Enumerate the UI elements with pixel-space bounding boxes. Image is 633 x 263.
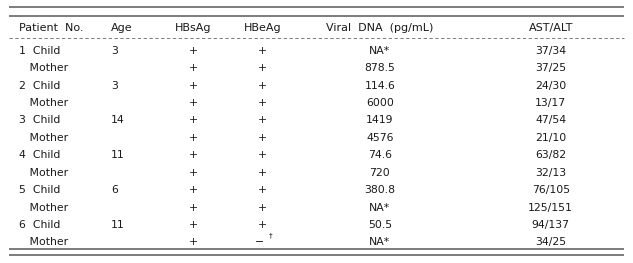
- Text: 3  Child: 3 Child: [19, 115, 60, 125]
- Text: Mother: Mother: [19, 237, 68, 247]
- Text: 11: 11: [111, 150, 125, 160]
- Text: +: +: [189, 220, 197, 230]
- Text: 37/34: 37/34: [535, 46, 567, 56]
- Text: +: +: [258, 168, 267, 178]
- Text: 63/82: 63/82: [535, 150, 567, 160]
- Text: +: +: [258, 46, 267, 56]
- Text: 878.5: 878.5: [365, 63, 395, 73]
- Text: 47/54: 47/54: [535, 115, 567, 125]
- Text: +: +: [258, 150, 267, 160]
- Text: 380.8: 380.8: [365, 185, 395, 195]
- Text: 1  Child: 1 Child: [19, 46, 60, 56]
- Text: +: +: [189, 150, 197, 160]
- Text: +: +: [189, 133, 197, 143]
- Text: 2  Child: 2 Child: [19, 81, 60, 91]
- Text: Viral  DNA  (pg/mL): Viral DNA (pg/mL): [326, 23, 434, 33]
- Text: 3: 3: [111, 81, 118, 91]
- Text: 32/13: 32/13: [535, 168, 567, 178]
- Text: Age: Age: [111, 23, 132, 33]
- Text: HBsAg: HBsAg: [175, 23, 211, 33]
- Text: Patient  No.: Patient No.: [19, 23, 84, 33]
- Text: 4  Child: 4 Child: [19, 150, 60, 160]
- Text: +: +: [189, 46, 197, 56]
- Text: +: +: [189, 237, 197, 247]
- Text: 6: 6: [111, 185, 118, 195]
- Text: +: +: [189, 63, 197, 73]
- Text: 50.5: 50.5: [368, 220, 392, 230]
- Text: +: +: [258, 203, 267, 213]
- Text: 3: 3: [111, 46, 118, 56]
- Text: HBeAg: HBeAg: [244, 23, 282, 33]
- Text: NA*: NA*: [369, 237, 391, 247]
- Text: +: +: [258, 63, 267, 73]
- Text: +: +: [189, 168, 197, 178]
- Text: +: +: [189, 203, 197, 213]
- Text: Mother: Mother: [19, 63, 68, 73]
- Text: Mother: Mother: [19, 168, 68, 178]
- Text: 1419: 1419: [366, 115, 394, 125]
- Text: +: +: [189, 185, 197, 195]
- Text: NA*: NA*: [369, 203, 391, 213]
- Text: +: +: [258, 115, 267, 125]
- Text: 13/17: 13/17: [535, 98, 567, 108]
- Text: 720: 720: [370, 168, 390, 178]
- Text: 125/151: 125/151: [529, 203, 573, 213]
- Text: AST/ALT: AST/ALT: [529, 23, 573, 33]
- Text: 37/25: 37/25: [535, 63, 567, 73]
- Text: +: +: [258, 81, 267, 91]
- Text: 14: 14: [111, 115, 125, 125]
- Text: +: +: [258, 133, 267, 143]
- Text: −: −: [255, 237, 264, 247]
- Text: 4576: 4576: [366, 133, 394, 143]
- Text: 6000: 6000: [366, 98, 394, 108]
- Text: Mother: Mother: [19, 203, 68, 213]
- Text: +: +: [258, 98, 267, 108]
- Text: 94/137: 94/137: [532, 220, 570, 230]
- Text: NA*: NA*: [369, 46, 391, 56]
- Text: +: +: [189, 81, 197, 91]
- Text: Mother: Mother: [19, 98, 68, 108]
- Text: 6  Child: 6 Child: [19, 220, 60, 230]
- Text: +: +: [189, 115, 197, 125]
- Text: +: +: [189, 98, 197, 108]
- Text: 24/30: 24/30: [535, 81, 567, 91]
- Text: Mother: Mother: [19, 133, 68, 143]
- Text: 74.6: 74.6: [368, 150, 392, 160]
- Text: 21/10: 21/10: [535, 133, 567, 143]
- Text: 11: 11: [111, 220, 125, 230]
- Text: 34/25: 34/25: [535, 237, 567, 247]
- Text: †: †: [268, 233, 272, 239]
- Text: 76/105: 76/105: [532, 185, 570, 195]
- Text: 5  Child: 5 Child: [19, 185, 60, 195]
- Text: +: +: [258, 220, 267, 230]
- Text: +: +: [258, 185, 267, 195]
- Text: 114.6: 114.6: [365, 81, 395, 91]
